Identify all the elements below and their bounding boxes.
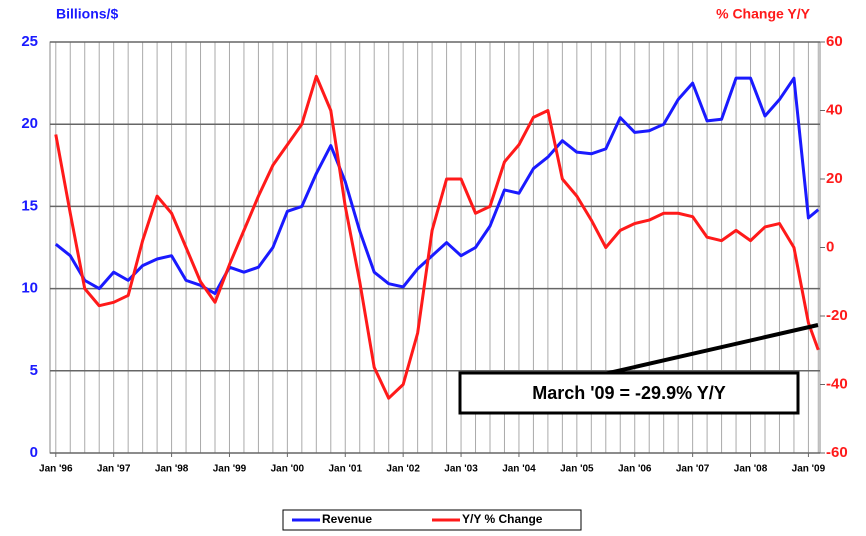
series-line <box>54 74 820 400</box>
y2-tick-label: -20 <box>826 307 848 324</box>
x-tick-label: Jan '09 <box>792 464 826 475</box>
y2-tick-label: -60 <box>826 444 848 461</box>
x-tick-label: Jan '06 <box>618 464 652 475</box>
annotation: March '09 = -29.9% Y/Y <box>532 383 726 403</box>
x-tick-label: Jan '05 <box>560 464 594 475</box>
y-tick-label: 20 <box>21 115 38 132</box>
y-tick-label: 25 <box>21 33 38 50</box>
x-tick-label: Jan '96 <box>39 464 73 475</box>
y2-tick-label: 20 <box>826 170 843 187</box>
y-tick-label: 0 <box>30 444 38 461</box>
x-tick-label: Jan '02 <box>386 464 420 475</box>
y-axis-label: Billions/$ <box>56 6 118 22</box>
y-tick-label: 10 <box>21 280 38 297</box>
x-tick-label: Jan '97 <box>97 464 131 475</box>
x-tick-label: Jan '01 <box>329 464 363 475</box>
y2-tick-label: 0 <box>826 238 834 255</box>
legend-label: Y/Y % Change <box>462 512 543 526</box>
arrow <box>599 323 819 377</box>
x-tick-label: Jan '98 <box>155 464 189 475</box>
x-tick-label: Jan '07 <box>676 464 710 475</box>
y2-tick-label: 60 <box>826 33 843 50</box>
x-tick-label: Jan '99 <box>213 464 247 475</box>
y2-axis-label: % Change Y/Y <box>716 6 811 22</box>
series-line <box>54 76 820 296</box>
y2-tick-label: 40 <box>826 101 843 118</box>
y2-tick-label: -40 <box>826 375 848 392</box>
x-tick-label: Jan '00 <box>271 464 305 475</box>
annotation-box <box>458 371 800 415</box>
legend-label: Revenue <box>322 512 372 526</box>
y-tick-label: 15 <box>21 197 38 214</box>
x-tick-label: Jan '03 <box>444 464 478 475</box>
x-tick-label: Jan '04 <box>502 464 536 475</box>
x-tick-label: Jan '08 <box>734 464 768 475</box>
y-tick-label: 5 <box>30 362 38 379</box>
